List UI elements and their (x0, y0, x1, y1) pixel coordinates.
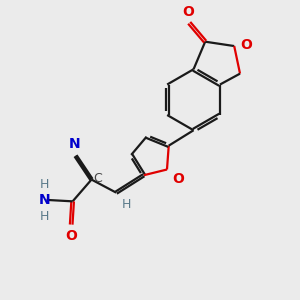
Text: N: N (39, 193, 50, 207)
Text: N: N (68, 136, 80, 151)
Text: O: O (65, 229, 77, 243)
Text: C: C (94, 172, 102, 184)
Text: H: H (40, 178, 49, 190)
Text: O: O (172, 172, 184, 186)
Text: O: O (241, 38, 253, 52)
Text: O: O (182, 5, 194, 19)
Text: H: H (122, 198, 131, 212)
Text: H: H (40, 210, 49, 223)
